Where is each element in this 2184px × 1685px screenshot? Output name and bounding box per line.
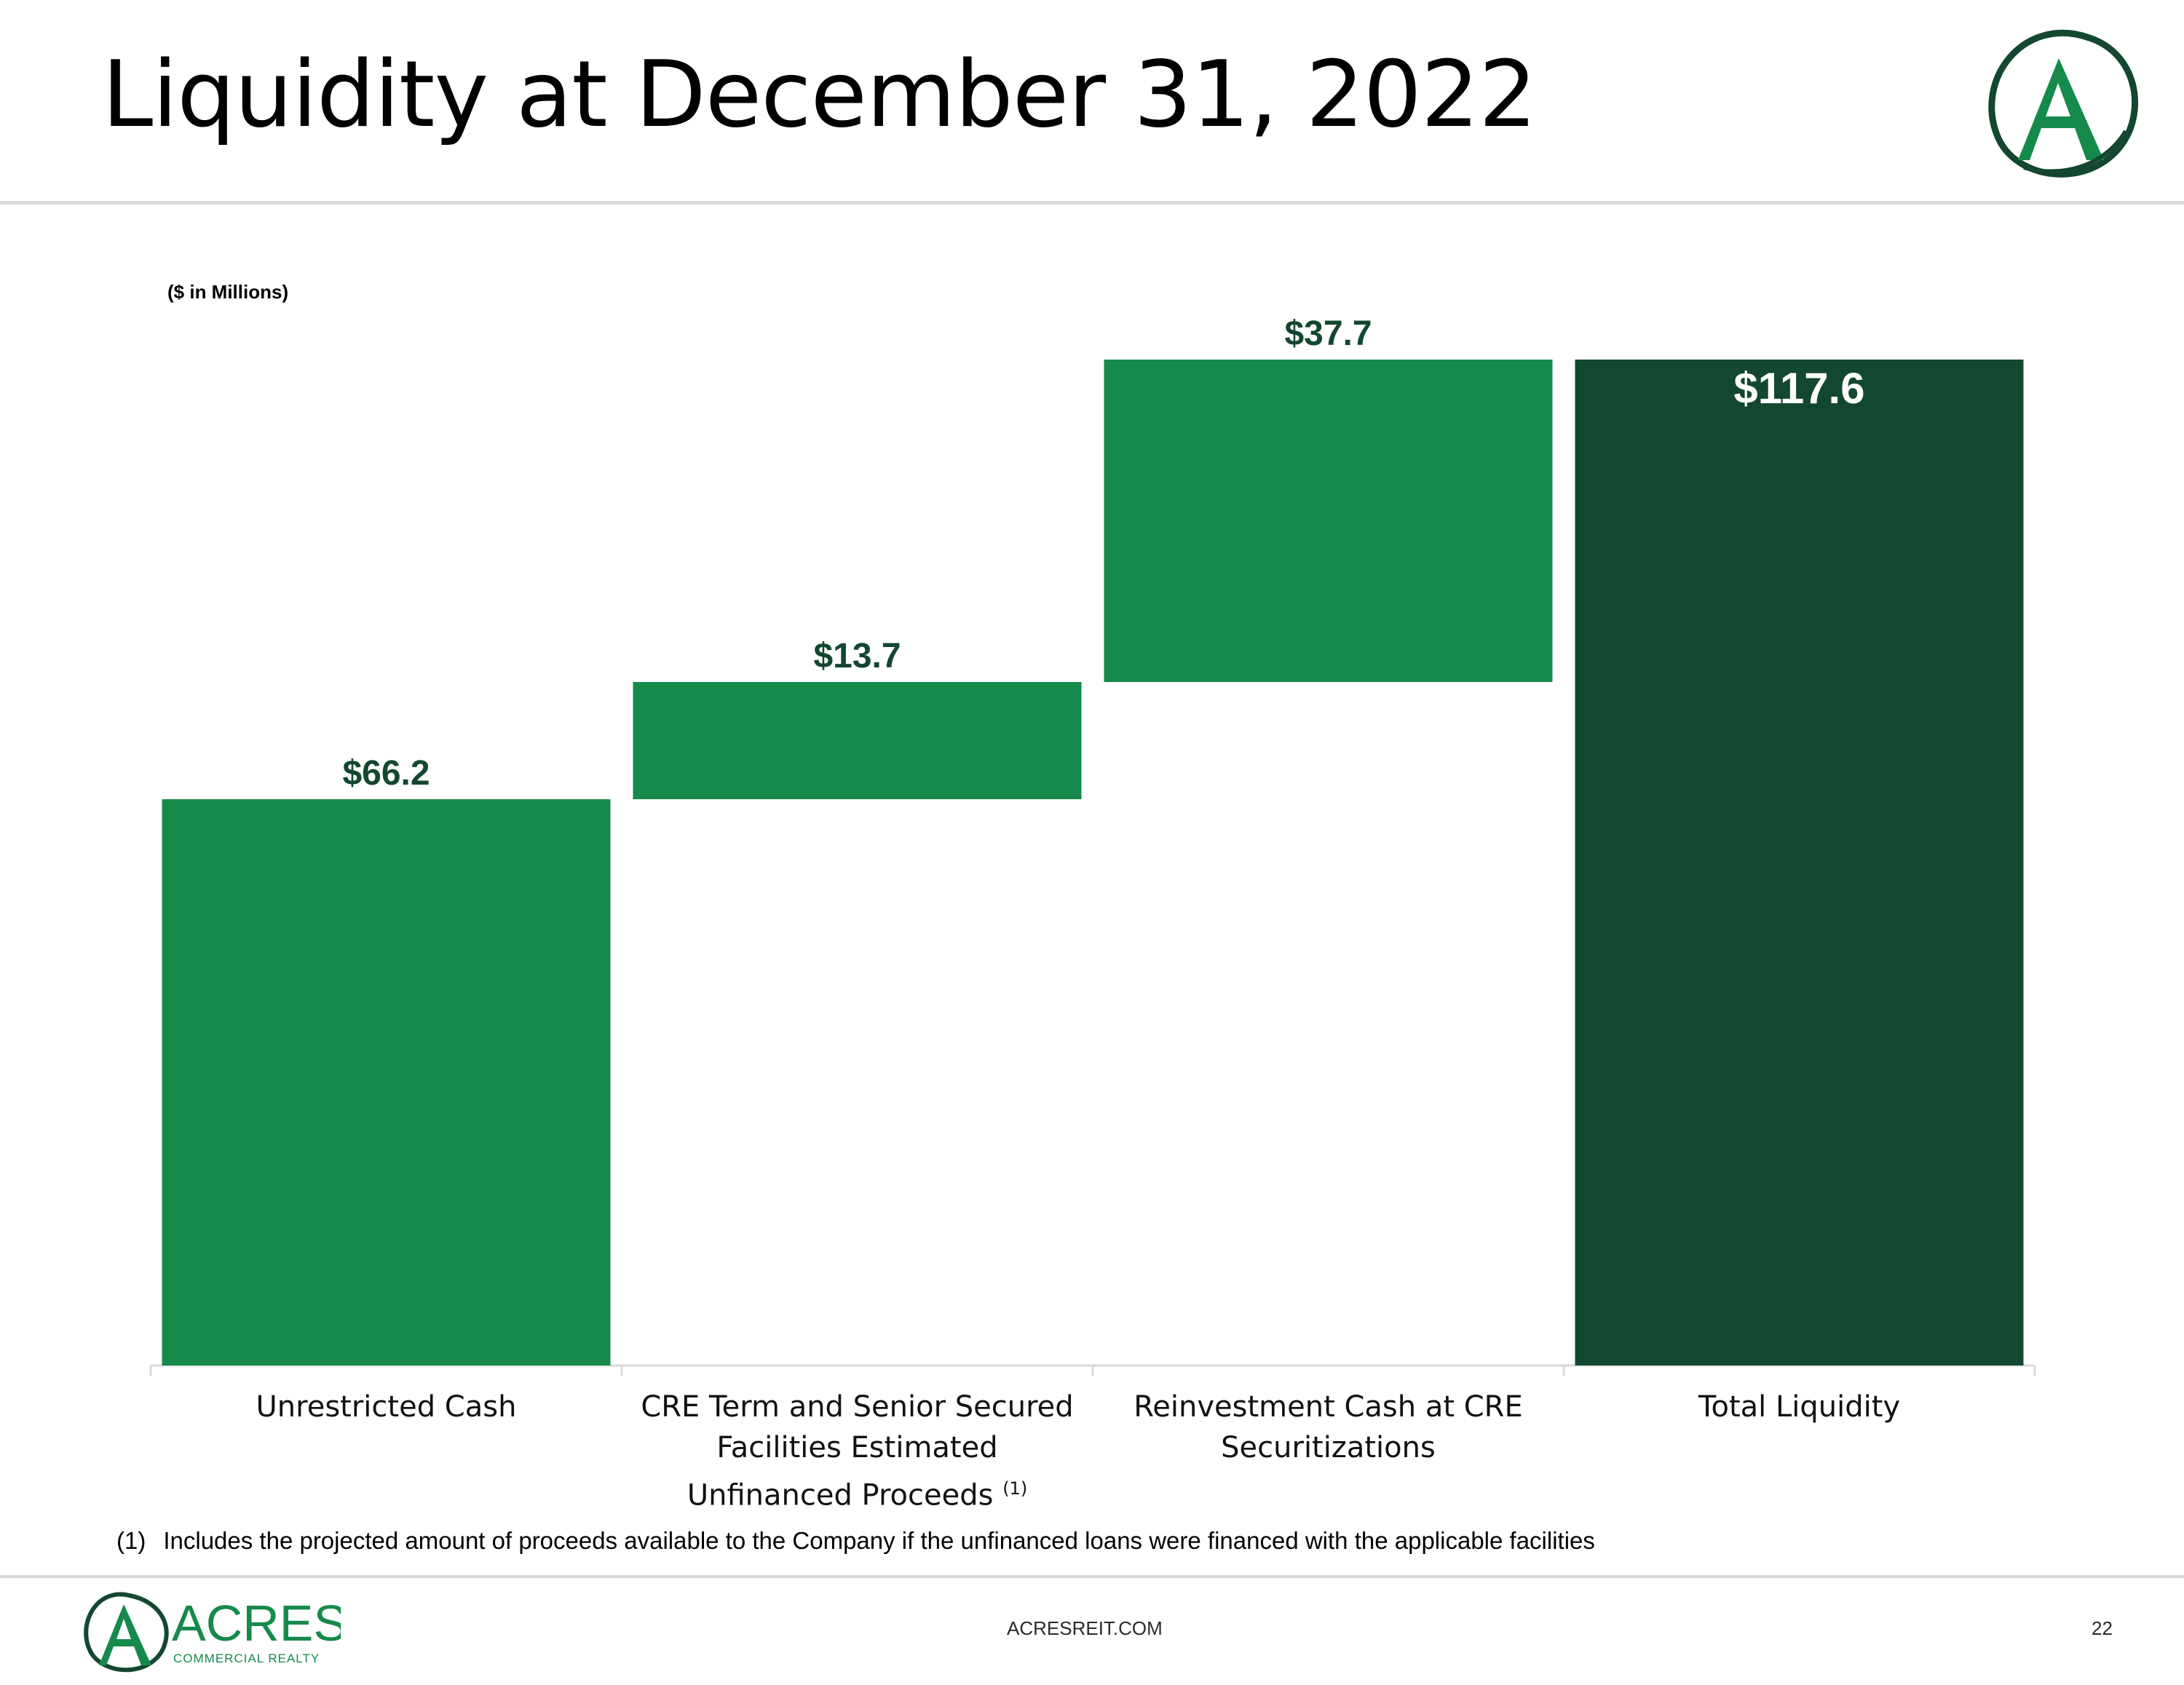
- page-number: 22: [2092, 1617, 2113, 1639]
- data-label-2: $13.7: [813, 637, 901, 675]
- acres-footer-logo: ACRES COMMERCIAL REALTY: [84, 1592, 341, 1673]
- category-label-text: Unrestricted Cash: [256, 1390, 517, 1424]
- footnote-marker: (1): [116, 1527, 146, 1554]
- category-label-text: CRE Term and Senior Secured Facilities E…: [641, 1390, 1074, 1512]
- category-footnote-marker: (1): [1002, 1478, 1028, 1499]
- bar-4: [1575, 360, 2024, 1365]
- bar-3: [1104, 360, 1553, 683]
- bar-1: [162, 799, 611, 1365]
- acres-logo-icon: [1988, 30, 2138, 178]
- website-link[interactable]: ACRESREIT.COM: [1007, 1617, 1163, 1639]
- data-label-4: $117.6: [1733, 364, 1864, 413]
- data-label-1: $66.2: [342, 754, 430, 793]
- category-label-2: CRE Term and Senior Secured Facilities E…: [632, 1387, 1083, 1515]
- category-label-4: Total Liquidity: [1574, 1387, 2025, 1427]
- category-label-1: Unrestricted Cash: [161, 1387, 612, 1427]
- footnote: (1) Includes the projected amount of proc…: [116, 1527, 1595, 1555]
- header-divider: [0, 201, 2184, 205]
- page-title: Liquidity at December 31, 2022: [102, 41, 1537, 148]
- bar-2: [633, 682, 1082, 800]
- category-label-text: Reinvestment Cash at CRE Securitizations: [1133, 1390, 1523, 1464]
- footer-divider: [0, 1575, 2184, 1578]
- footer-tagline: COMMERCIAL REALTY: [173, 1652, 320, 1665]
- footnote-text: Includes the projected amount of proceed…: [163, 1527, 1595, 1554]
- category-label-3: Reinvestment Cash at CRE Securitizations: [1103, 1387, 1554, 1468]
- footer-wordmark: ACRES: [172, 1595, 341, 1652]
- data-label-3: $37.7: [1284, 314, 1372, 353]
- units-note: ($ in Millions): [167, 281, 289, 303]
- category-label-text: Total Liquidity: [1698, 1390, 1901, 1424]
